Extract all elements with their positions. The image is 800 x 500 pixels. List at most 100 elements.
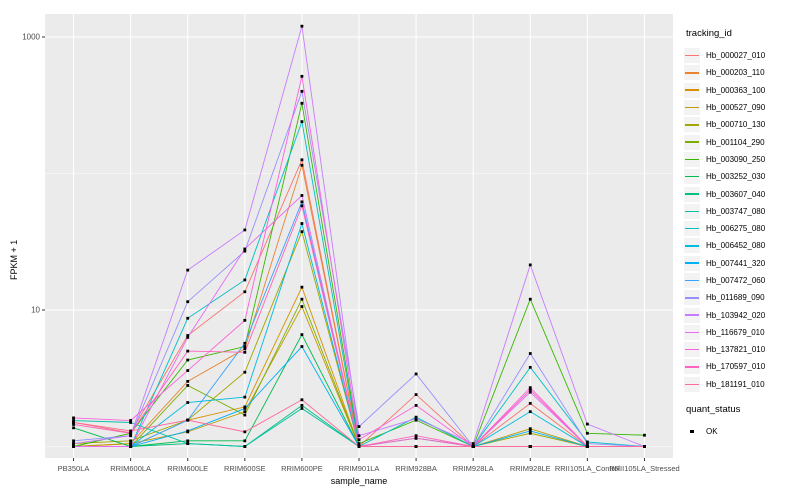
data-point xyxy=(528,390,532,394)
data-point xyxy=(585,422,589,426)
legend-item-Hb_000710_130: Hb_000710_130 xyxy=(684,116,798,133)
legend-label: Hb_000710_130 xyxy=(706,120,766,130)
data-point xyxy=(528,386,532,390)
x-tick-label-PB350LA: PB350LA xyxy=(57,464,90,473)
legend-label: Hb_000363_100 xyxy=(706,85,766,95)
data-point xyxy=(243,350,247,354)
legend-item-Hb_000363_100: Hb_000363_100 xyxy=(684,82,798,99)
legend-item-Hb_000527_090: Hb_000527_090 xyxy=(684,99,798,116)
data-point xyxy=(585,442,589,446)
legend-item-Hb_000027_010: Hb_000027_010 xyxy=(684,47,798,64)
data-point xyxy=(186,442,190,446)
legend-items: Hb_000027_010 Hb_000203_110 Hb_000363_100 H… xyxy=(684,47,798,393)
legend-item-Hb_007472_060: Hb_007472_060 xyxy=(684,272,798,289)
data-point xyxy=(72,416,75,420)
legend-item-Hb_000203_110: Hb_000203_110 xyxy=(684,64,798,81)
data-point xyxy=(243,247,247,251)
legend-line-swatch xyxy=(685,54,699,57)
data-point xyxy=(528,352,532,355)
legend-key xyxy=(684,186,700,202)
legend-key xyxy=(684,359,700,375)
data-point xyxy=(300,163,304,167)
data-point xyxy=(414,393,418,397)
data-point xyxy=(300,398,304,402)
data-point xyxy=(243,290,247,294)
legend-label: Hb_000027_010 xyxy=(706,51,766,61)
data-point xyxy=(300,333,304,337)
data-point xyxy=(129,421,133,424)
legend-key xyxy=(684,169,700,185)
data-point xyxy=(585,445,589,448)
data-point xyxy=(528,429,532,433)
data-point xyxy=(357,425,361,428)
legend-label: OK xyxy=(706,427,718,437)
legend-item-Hb_006452_080: Hb_006452_080 xyxy=(684,237,798,254)
legend-key xyxy=(684,100,700,116)
data-point xyxy=(528,445,532,448)
data-point xyxy=(72,445,75,448)
data-point xyxy=(72,442,75,446)
legend-line-swatch xyxy=(685,210,699,213)
x-tick-label-RRIM600PE: RRIM600PE xyxy=(281,464,323,473)
x-tick-label-RRIM600LA: RRIM600LA xyxy=(110,464,152,473)
data-point xyxy=(528,431,532,435)
legend-item-Hb_137821_010: Hb_137821_010 xyxy=(684,341,798,358)
legend-label: Hb_011689_090 xyxy=(706,293,765,303)
data-point xyxy=(585,440,589,444)
legend-key xyxy=(684,307,700,323)
legend-label: Hb_003090_250 xyxy=(706,154,766,164)
legend-key xyxy=(684,324,700,340)
data-point xyxy=(186,418,190,422)
legend-label: Hb_103942_020 xyxy=(706,310,766,320)
data-point xyxy=(300,404,304,407)
legend-line-swatch xyxy=(685,175,699,178)
legend-line-swatch xyxy=(685,245,699,247)
legend-item-Hb_003747_080: Hb_003747_080 xyxy=(684,203,798,220)
x-tick-label-RRII105LA_Stressed: RRII105LA_Stressed xyxy=(609,464,680,473)
legend-key xyxy=(684,221,700,237)
data-point xyxy=(129,445,133,448)
data-point xyxy=(300,158,304,162)
data-point xyxy=(414,372,418,376)
x-tick-label-RRIM928LE: RRIM928LE xyxy=(509,464,551,473)
legend-key xyxy=(684,376,700,392)
legend-line-swatch xyxy=(685,314,699,316)
data-point xyxy=(243,407,247,410)
legend-item-ok: OK xyxy=(684,423,798,440)
data-point xyxy=(72,419,75,422)
legend-line-swatch xyxy=(685,72,699,74)
ok-marker-key xyxy=(684,424,700,440)
data-point xyxy=(528,388,532,392)
legend-key xyxy=(684,117,700,133)
data-point xyxy=(528,365,532,369)
data-point xyxy=(243,228,247,232)
y-axis-title: FPKM + 1 xyxy=(9,239,19,280)
legend-line-swatch xyxy=(685,262,699,264)
legend-line-swatch xyxy=(685,193,699,195)
x-tick-label-RRIM600SE: RRIM600SE xyxy=(223,464,266,473)
legend-line-swatch xyxy=(685,366,699,368)
data-point xyxy=(186,358,190,362)
legend-line-swatch xyxy=(685,141,699,143)
data-point xyxy=(300,230,304,234)
legend-label: Hb_137821_010 xyxy=(706,345,766,355)
data-point xyxy=(471,445,475,448)
data-point xyxy=(414,417,418,421)
legend-label: Hb_007472_060 xyxy=(706,276,766,285)
data-point xyxy=(300,305,304,308)
data-point xyxy=(186,429,190,433)
legend-label: Hb_003607_040 xyxy=(706,189,766,199)
data-point xyxy=(471,442,475,446)
data-point xyxy=(243,341,247,345)
data-point xyxy=(414,445,418,448)
legend-line-swatch xyxy=(685,383,699,386)
x-tick-label-RRIM928BA: RRIM928BA xyxy=(395,464,437,473)
data-point xyxy=(186,300,190,304)
legend-line-swatch xyxy=(685,297,699,299)
legend-key xyxy=(684,290,700,306)
data-point xyxy=(300,297,304,301)
data-point xyxy=(243,249,247,253)
legend-label: Hb_181191_010 xyxy=(706,379,765,389)
x-tick-label-RRII105LA_Control: RRII105LA_Control xyxy=(554,464,620,473)
